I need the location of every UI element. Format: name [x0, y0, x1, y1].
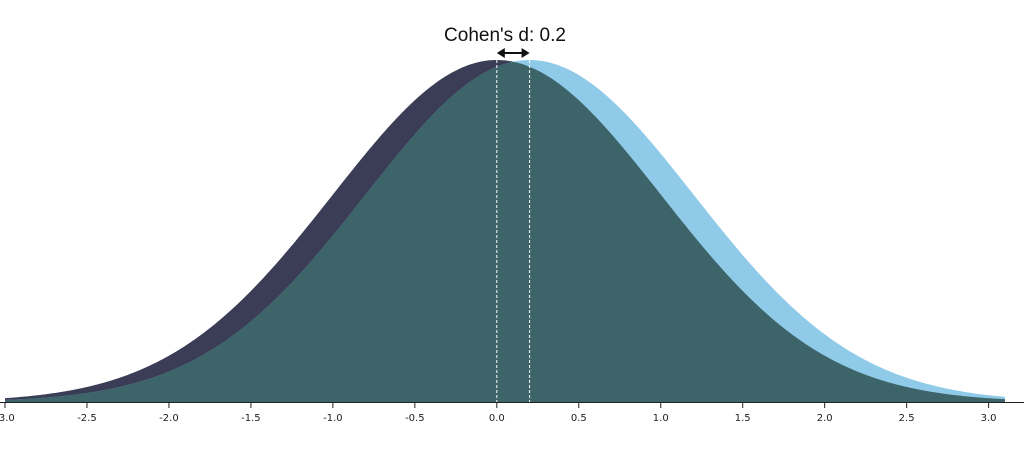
x-tick-label: 3.0: [981, 413, 997, 424]
annotation-group: Cohen's d: 0.2: [444, 25, 566, 58]
x-tick-label: 0.0: [489, 413, 505, 424]
effect-arrow-left-head: [496, 48, 505, 58]
plot-area: [5, 60, 1005, 402]
x-tick-label: -3.0: [0, 413, 15, 424]
x-tick-label: 2.5: [899, 413, 915, 424]
x-axis: -3.0 -2.5 -2.0 -1.5 -1.0 -0.5 0.0 0.5 1.0 1.5 2.0 2…: [0, 402, 1024, 424]
x-tick-label: -2.0: [159, 413, 179, 424]
x-tick-label: 0.5: [571, 413, 587, 424]
x-tick-label: -1.5: [241, 413, 261, 424]
overlap-area: [5, 61, 1005, 402]
x-tick-label: -0.5: [405, 413, 425, 424]
x-tick-label: 1.5: [735, 413, 751, 424]
effect-arrow-right-head: [521, 48, 530, 58]
x-tick-label: 2.0: [817, 413, 833, 424]
x-tick-label: -2.5: [77, 413, 97, 424]
chart-title: Cohen's d: 0.2: [444, 25, 566, 46]
x-tick-label: 1.0: [653, 413, 669, 424]
x-tick-label: -1.0: [323, 413, 343, 424]
